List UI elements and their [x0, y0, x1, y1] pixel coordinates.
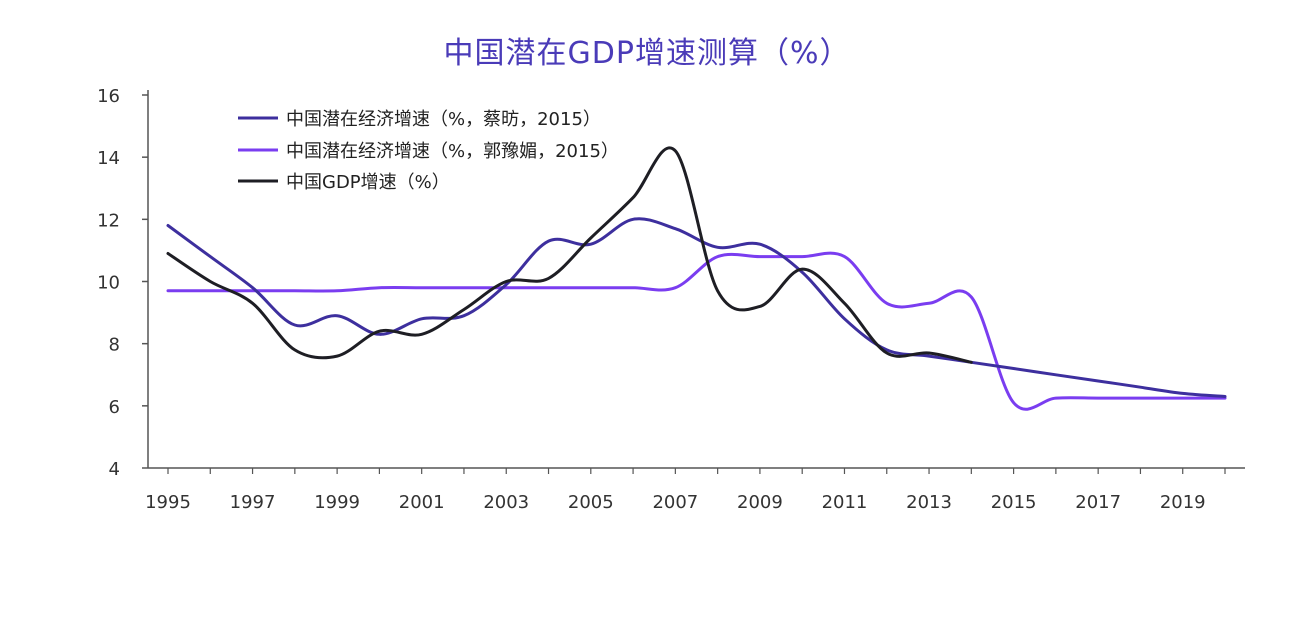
x-tick-label: 1997 — [230, 492, 276, 513]
legend-label-3: 中国GDP增速（%） — [286, 172, 450, 193]
y-tick-label: 6 — [109, 397, 120, 418]
x-tick-label: 2007 — [652, 492, 698, 513]
legend-label-2: 中国潜在经济增速（%，郭豫媚，2015） — [286, 141, 619, 162]
y-tick-label: 12 — [97, 210, 120, 231]
x-tick-label: 1999 — [314, 492, 360, 513]
y-tick-label: 8 — [109, 335, 120, 356]
x-tick-label: 2019 — [1160, 492, 1206, 513]
y-tick-label: 14 — [97, 148, 120, 169]
x-tick-label: 2011 — [822, 492, 868, 513]
x-tick-label: 1995 — [145, 492, 191, 513]
legend-label-1: 中国潜在经济增速（%，蔡昉，2015） — [286, 109, 601, 130]
x-tick-label: 2001 — [399, 492, 445, 513]
chart-title: 中国潜在GDP增速测算（%） — [443, 36, 851, 71]
series-lines — [166, 146, 1227, 411]
y-tick-label: 10 — [97, 273, 120, 294]
x-tick-label: 2005 — [568, 492, 614, 513]
legend: 中国潜在经济增速（%，蔡昉，2015） 中国潜在经济增速（%，郭豫媚，2015） 中… — [238, 109, 619, 193]
y-tick-label: 16 — [97, 86, 120, 107]
series-line-2 — [166, 251, 1227, 411]
y-tick-label: 4 — [109, 459, 120, 480]
series-line-3 — [166, 146, 973, 364]
x-tick-label: 2013 — [906, 492, 952, 513]
x-tick-label: 2017 — [1075, 492, 1121, 513]
series-line-1 — [166, 217, 1227, 398]
axes: 4 6 8 10 12 14 16 1995 1997 1999 2001 2003 2005 2007 2… — [97, 86, 1245, 513]
x-tick-label: 2003 — [483, 492, 529, 513]
x-tick-label: 2009 — [737, 492, 783, 513]
x-tick-label: 2015 — [991, 492, 1037, 513]
